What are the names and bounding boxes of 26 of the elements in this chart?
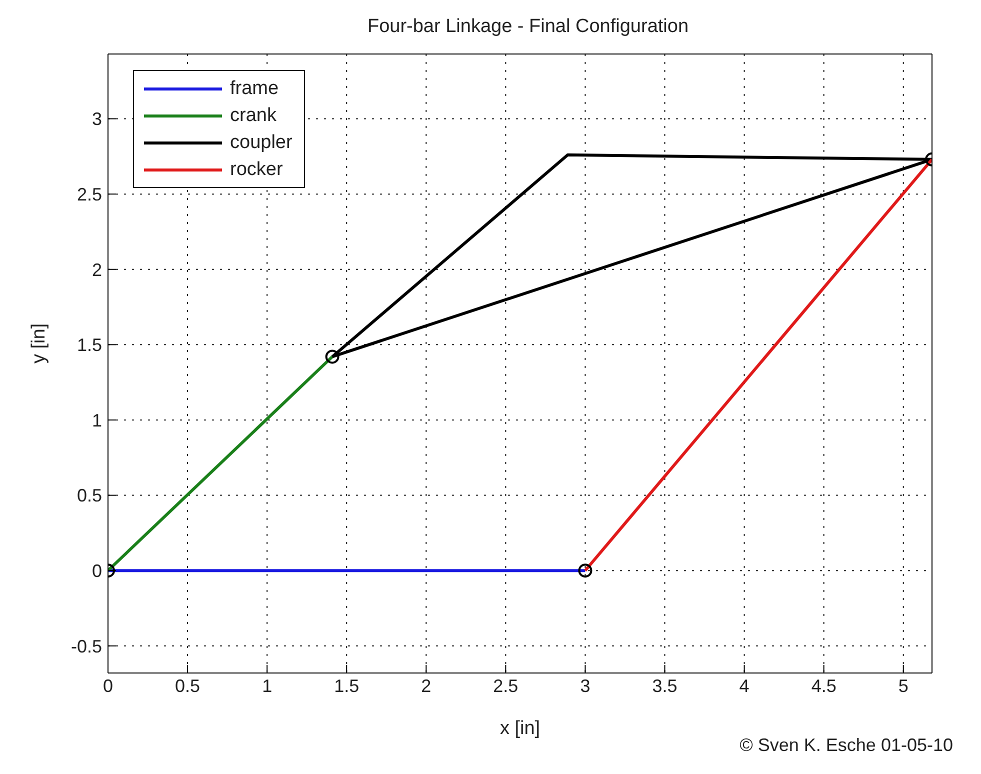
- x-tick-label: 2: [421, 676, 432, 696]
- legend-label: crank: [230, 104, 276, 128]
- y-tick-label: 0: [92, 560, 102, 581]
- x-tick-label: 4: [739, 676, 750, 696]
- x-tick-label: 3: [580, 676, 590, 696]
- x-tick-label: 4.5: [811, 676, 836, 696]
- x-tick-label: 3.5: [652, 676, 678, 696]
- y-tick-label: 1: [92, 410, 102, 430]
- y-tick-label: 2.5: [76, 184, 102, 204]
- x-tick-label: 1: [262, 676, 272, 696]
- x-axis-title: x [in]: [500, 718, 540, 739]
- legend-label: rocker: [230, 158, 283, 182]
- y-tick-label: 3: [92, 109, 102, 130]
- y-tick-label: -0.5: [70, 636, 102, 656]
- x-tick-label: 2.5: [493, 676, 518, 696]
- y-tick-label: 0.5: [76, 486, 102, 506]
- x-tick-label: 0.5: [175, 676, 200, 696]
- legend-label: frame: [230, 77, 279, 101]
- x-tick-label: 5: [898, 676, 908, 696]
- legend-label: coupler: [230, 131, 292, 155]
- chart-title: Four-bar Linkage - Final Configuration: [366, 16, 690, 38]
- x-tick-label: 1.5: [334, 676, 360, 696]
- y-axis-title: y [in]: [28, 323, 50, 364]
- y-tick-label: 1.5: [76, 335, 102, 356]
- y-tick-label: 2: [92, 260, 102, 280]
- text: © Sven K. Esche 01-05-10: [740, 735, 953, 756]
